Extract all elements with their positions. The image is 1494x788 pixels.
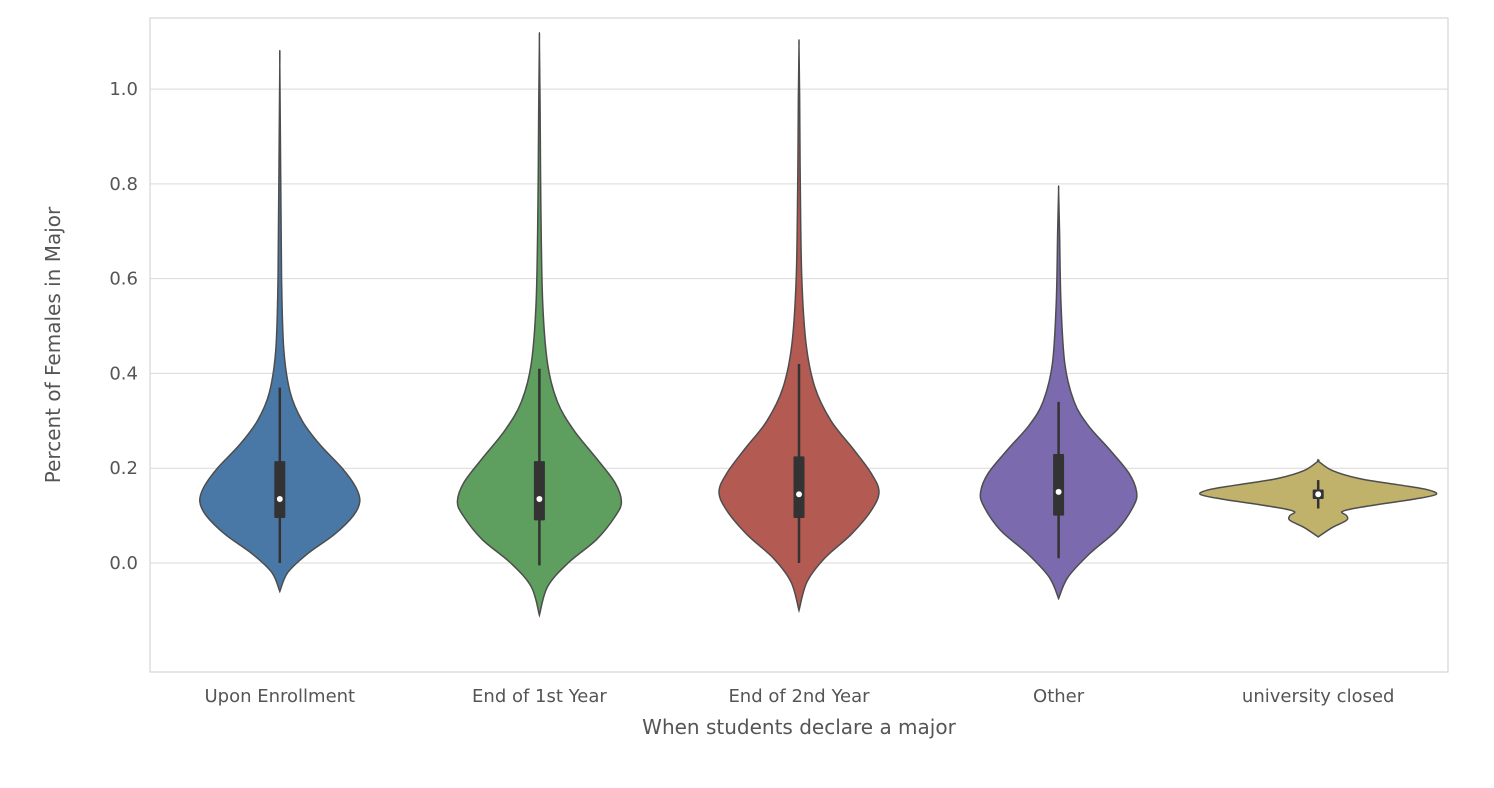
median-dot bbox=[277, 496, 283, 502]
violin-chart: 0.0 0.2 0.4 0.6 0.8 1.0 Upon Enrollment End of … bbox=[0, 0, 1494, 788]
median-dot bbox=[1055, 489, 1061, 495]
xtick-label: Upon Enrollment bbox=[204, 686, 355, 707]
ytick-label: 0.0 bbox=[109, 553, 138, 574]
xtick-label: End of 1st Year bbox=[472, 686, 607, 707]
median-dot bbox=[536, 496, 542, 502]
xlabel: When students declare a major bbox=[642, 715, 956, 739]
ytick-label: 1.0 bbox=[109, 79, 138, 100]
median-dot bbox=[796, 491, 802, 497]
ytick-label: 0.2 bbox=[109, 458, 138, 479]
ytick-label: 0.8 bbox=[109, 174, 138, 195]
iqr-box bbox=[274, 461, 285, 518]
ylabel: Percent of Females in Major bbox=[41, 206, 65, 483]
median-dot bbox=[1315, 491, 1321, 497]
xtick-label: End of 2nd Year bbox=[728, 686, 870, 707]
ytick-label: 0.4 bbox=[109, 363, 138, 384]
chart-svg: 0.0 0.2 0.4 0.6 0.8 1.0 Upon Enrollment End of … bbox=[0, 0, 1494, 788]
iqr-box bbox=[794, 456, 805, 518]
xtick-label: university closed bbox=[1242, 686, 1395, 707]
ytick-label: 0.6 bbox=[109, 269, 138, 290]
iqr-box bbox=[534, 461, 545, 520]
xtick-label: Other bbox=[1033, 686, 1085, 707]
iqr-box bbox=[1053, 454, 1064, 516]
